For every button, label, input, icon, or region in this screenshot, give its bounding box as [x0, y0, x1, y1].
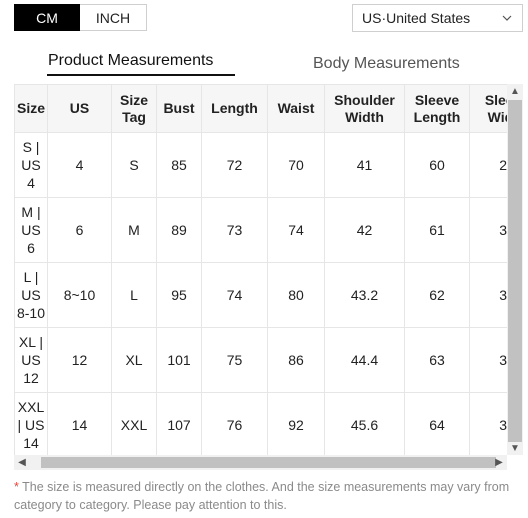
table-cell: 89 — [156, 197, 202, 263]
horizontal-scrollbar[interactable]: ◀ ▶ — [14, 455, 507, 470]
measurement-note: * The size is measured directly on the c… — [14, 478, 524, 514]
table-cell: 44.4 — [324, 327, 405, 393]
column-header: Size — [14, 84, 48, 133]
tab-body-measurements[interactable]: Body Measurements — [313, 55, 460, 72]
horizontal-scroll-thumb[interactable] — [41, 457, 496, 468]
note-asterisk: * — [14, 480, 19, 494]
table-cell: S | US 4 — [14, 132, 48, 198]
scroll-left-icon[interactable]: ◀ — [18, 457, 26, 468]
table-cell: S — [111, 132, 157, 198]
tab-product-measurements[interactable]: Product Measurements — [48, 52, 214, 69]
table-cell: 75 — [201, 327, 268, 393]
vertical-scrollbar[interactable]: ▲ ▼ — [507, 84, 523, 455]
table-cell: 45.6 — [324, 392, 405, 455]
table-cell: 31 — [469, 262, 507, 328]
table-cell: 73 — [201, 197, 268, 263]
table-row: S |US44S857270416029 — [14, 132, 507, 198]
country-select[interactable]: US·United States — [352, 4, 523, 32]
table-cell: 62 — [404, 262, 470, 328]
active-tab-underline — [47, 74, 235, 76]
table-cell: 60 — [404, 132, 470, 198]
table-cell: 8~10 — [47, 262, 112, 328]
table-cell: XXL | US 14 — [14, 392, 48, 455]
table-cell: 80 — [267, 262, 325, 328]
table-cell: 32 — [469, 327, 507, 393]
table-cell: L | US 8-10 — [14, 262, 48, 328]
table-cell: 41 — [324, 132, 405, 198]
country-select-value: US·United States — [362, 10, 471, 26]
table-cell: 33 — [469, 392, 507, 455]
table-cell: 29 — [469, 132, 507, 198]
table-cell: 74 — [267, 197, 325, 263]
table-cell: XL — [111, 327, 157, 393]
table-cell: 64 — [404, 392, 470, 455]
table-cell: 107 — [156, 392, 202, 455]
table-cell: 14 — [47, 392, 112, 455]
column-header: Length — [201, 84, 268, 133]
table-cell: 92 — [267, 392, 325, 455]
table-cell: 101 — [156, 327, 202, 393]
table-cell: 6 — [47, 197, 112, 263]
scroll-down-icon[interactable]: ▼ — [510, 442, 520, 454]
column-header: Waist — [267, 84, 325, 133]
table-cell: 12 — [47, 327, 112, 393]
size-table: Size US Size Tag Bust Length Waist Shoulder Widt… — [14, 84, 507, 455]
table-cell: 74 — [201, 262, 268, 328]
note-text: The size is measured directly on the clo… — [14, 480, 510, 512]
table-cell: 72 — [201, 132, 268, 198]
unit-toggle: CM INCH — [14, 4, 147, 31]
table-cell: 95 — [156, 262, 202, 328]
table-cell: 70 — [267, 132, 325, 198]
column-header: Shoulder Width — [324, 84, 405, 133]
column-header: Size Tag — [111, 84, 157, 133]
table-cell: 76 — [201, 392, 268, 455]
table-cell: 85 — [156, 132, 202, 198]
table-cell: M | US 6 — [14, 197, 48, 263]
table-cell: 30 — [469, 197, 507, 263]
table-cell: 42 — [324, 197, 405, 263]
table-cell: 86 — [267, 327, 325, 393]
column-header: Sleeve Length — [404, 84, 470, 133]
table-cell: L — [111, 262, 157, 328]
inch-unit-button[interactable]: INCH — [80, 4, 147, 31]
chevron-down-icon — [502, 15, 512, 21]
column-header: US — [47, 84, 112, 133]
table-row: M |US66M897374426130 — [14, 197, 507, 263]
table-body: S |US44S857270416029M |US66M897374426130… — [14, 132, 507, 455]
table-cell: M — [111, 197, 157, 263]
table-cell: XL | US 12 — [14, 327, 48, 393]
column-header: SleeveWidth — [469, 84, 507, 133]
size-table-container: Size US Size Tag Bust Length Waist Shoulder Widt… — [14, 84, 507, 455]
table-cell: 63 — [404, 327, 470, 393]
vertical-scroll-thumb[interactable] — [508, 100, 522, 442]
scroll-right-icon[interactable]: ▶ — [495, 457, 503, 468]
table-cell: XXL — [111, 392, 157, 455]
table-cell: 61 — [404, 197, 470, 263]
table-header-row: Size US Size Tag Bust Length Waist Shoulder Widt… — [14, 84, 507, 133]
scroll-up-icon[interactable]: ▲ — [510, 85, 520, 97]
table-cell: 43.2 — [324, 262, 405, 328]
table-cell: 4 — [47, 132, 112, 198]
cm-unit-button[interactable]: CM — [14, 4, 80, 31]
column-header: Bust — [156, 84, 202, 133]
